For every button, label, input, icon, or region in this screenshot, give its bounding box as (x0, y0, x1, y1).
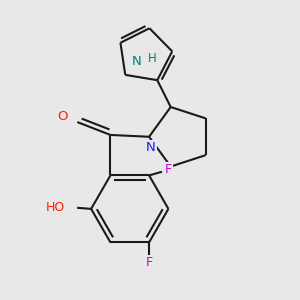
Text: O: O (57, 110, 68, 123)
Text: HO: HO (46, 200, 65, 214)
Text: F: F (165, 164, 172, 176)
Text: F: F (146, 256, 153, 269)
Text: N: N (131, 56, 141, 68)
Text: N: N (146, 141, 156, 154)
Text: H: H (147, 52, 156, 65)
